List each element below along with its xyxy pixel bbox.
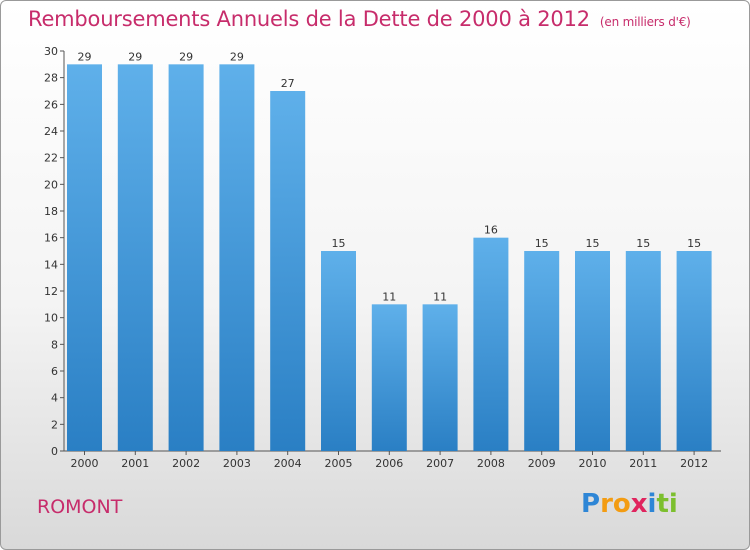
x-tick-label: 2005 [325,457,353,470]
bar-2010[interactable] [575,251,610,451]
y-tick-label: 28 [44,72,58,85]
y-tick-label: 30 [44,45,58,58]
value-label: 15 [687,237,701,250]
y-tick-label: 22 [44,152,58,165]
chart-title: Remboursements Annuels de la Dette de 20… [28,7,691,31]
bar-2009[interactable] [524,251,560,451]
x-tick-label: 2007 [426,457,454,470]
value-label: 27 [281,77,295,90]
y-tick-label: 12 [44,285,58,298]
x-tick-label: 2008 [477,457,505,470]
logo-letter: P [581,489,601,519]
proxiti-logo[interactable]: Proxiti [581,489,678,519]
value-label: 16 [484,224,498,237]
bar-2003[interactable] [219,64,255,452]
y-tick-label: 4 [51,392,58,405]
y-tick-label: 10 [44,312,58,325]
x-tick-label: 2011 [629,457,657,470]
y-tick-label: 2 [51,418,58,431]
logo-letter: x [630,489,648,519]
value-label: 11 [433,290,447,303]
value-label: 29 [179,50,193,63]
value-label: 29 [230,50,244,63]
y-tick-label: 0 [51,445,58,458]
x-tick-label: 2001 [121,457,149,470]
x-tick-label: 2003 [223,457,251,470]
y-tick-label: 16 [44,232,58,245]
y-tick-label: 20 [44,178,58,191]
value-label: 15 [332,237,346,250]
bar-2007[interactable] [422,304,458,451]
value-label: 29 [128,50,142,63]
x-tick-label: 2002 [172,457,200,470]
value-label: 15 [586,237,600,250]
bar-2005[interactable] [321,251,356,451]
x-tick-label: 2010 [579,457,607,470]
logo-letter: i [647,489,657,519]
bar-2011[interactable] [625,251,661,451]
bar-2008[interactable] [473,237,509,451]
bar-2004[interactable] [270,91,306,451]
logo-letter: r [600,489,613,519]
y-tick-label: 14 [44,258,58,271]
logo-letter: i [668,489,678,519]
x-tick-label: 2006 [375,457,403,470]
value-label: 29 [78,50,92,63]
y-tick-label: 8 [51,338,58,351]
value-label: 15 [535,237,549,250]
bar-2000[interactable] [67,64,102,452]
value-label: 11 [382,290,396,303]
value-label: 15 [636,237,650,250]
x-tick-label: 2004 [274,457,302,470]
y-tick-label: 6 [51,365,58,378]
chart-unit: (en milliers d'€) [599,15,691,29]
y-tick-label: 18 [44,205,58,218]
y-tick-label: 24 [44,125,58,138]
chart-title-text: Remboursements Annuels de la Dette de 20… [28,7,590,31]
logo-letter: t [656,489,669,519]
x-tick-label: 2009 [528,457,556,470]
y-tick-label: 26 [44,98,58,111]
bar-2006[interactable] [371,304,407,451]
logo-letter: o [612,489,631,519]
bar-2002[interactable] [168,64,204,452]
bar-2012[interactable] [676,251,712,451]
place-name: ROMONT [37,496,123,518]
bar-2001[interactable] [117,64,153,452]
x-tick-label: 2012 [680,457,708,470]
x-tick-label: 2000 [71,457,99,470]
